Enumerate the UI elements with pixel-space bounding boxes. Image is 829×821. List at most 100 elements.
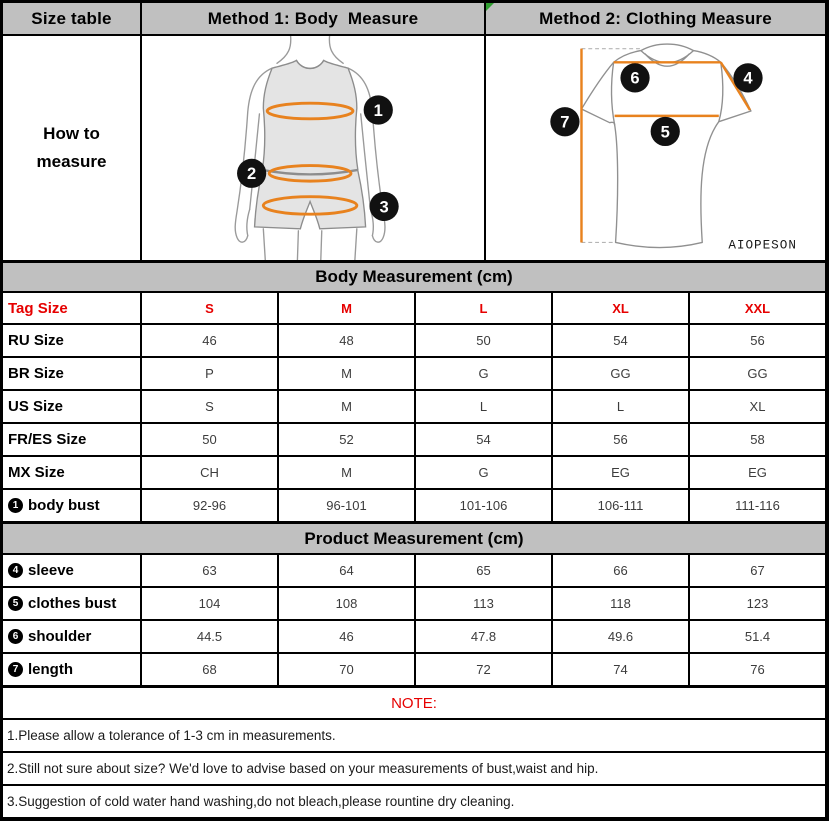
size-value-cell: 101-106 [414,490,551,521]
size-value-cell: EG [688,457,825,488]
size-value-cell: 58 [688,424,825,455]
size-value-cell: 49.6 [551,621,688,652]
row-label: FR/ES Size [8,431,87,448]
clothing-measure-illustration: 6 4 7 5 AIOPESON [484,36,825,260]
circled-1-badge: 1 [8,498,23,513]
svg-text:3: 3 [379,197,388,216]
body-measure-illustration: 1 2 3 [140,36,484,260]
size-table-header-cell: Size table [3,3,140,34]
size-value-cell: L [551,391,688,422]
green-corner-marker [486,3,494,11]
row-label: 7 length [3,654,140,685]
note-line-2: 2.Still not sure about size? We'd love t… [3,751,825,784]
size-value-cell: XL [688,391,825,422]
row-label: 5 clothes bust [3,588,140,619]
row-label: 6 shoulder [3,621,140,652]
size-value-cell: 123 [688,588,825,619]
size-value-cell: 66 [551,555,688,586]
svg-text:4: 4 [743,69,753,88]
circled-7-badge: 7 [8,662,23,677]
table-row-shoulder: 6 shoulder 44.5 46 47.8 49.6 51.4 [3,619,825,652]
size-s-header: S [140,293,277,323]
size-value-cell: P [140,358,277,389]
size-value-cell: S [140,391,277,422]
size-value-cell: EG [551,457,688,488]
table-row-clothes-bust: 5 clothes bust 104 108 113 118 123 [3,586,825,619]
method2-title: Method 2: Clothing Measure [539,8,772,28]
measure-point-2-badge: 2 [237,158,267,188]
size-value-cell: 47.8 [414,621,551,652]
row-label: US Size [8,398,64,415]
size-l-header: L [414,293,551,323]
size-value-cell: GG [551,358,688,389]
size-value-cell: 54 [551,325,688,356]
method1-header-cell: Method 1: Body Measure [140,3,484,34]
garment-measure-lines [580,48,752,243]
svg-text:5: 5 [661,122,670,141]
size-value-cell: 108 [277,588,414,619]
size-value-cell: 96-101 [277,490,414,521]
size-value-cell: 113 [414,588,551,619]
svg-text:2: 2 [247,164,256,183]
size-value-cell: M [277,457,414,488]
row-label: RU Size [8,332,64,349]
size-value-cell: 67 [688,555,825,586]
note-line-3: 3.Suggestion of cold water hand washing,… [3,784,825,817]
size-value-cell: 56 [688,325,825,356]
size-value-cell: 106-111 [551,490,688,521]
size-value-cell: GG [688,358,825,389]
size-value-cell: M [277,358,414,389]
brand-watermark: AIOPESON [728,237,797,252]
measure-point-1-badge: 1 [363,95,393,125]
size-xxl-header: XXL [688,293,825,323]
size-table-title: Size table [31,8,112,28]
table-row-body-bust: 1 body bust 92-96 96-101 101-106 106-111… [3,488,825,521]
table-row-sleeve: 4 sleeve 63 64 65 66 67 [3,553,825,586]
svg-text:7: 7 [560,113,569,132]
size-value-cell: 72 [414,654,551,685]
size-value-cell: G [414,358,551,389]
table-row-br-size: BR Size P M G GG GG [3,356,825,389]
measure-point-7-badge: 7 [550,107,580,137]
method2-header-cell: Method 2: Clothing Measure [484,3,825,34]
row-label: 4 sleeve [3,555,140,586]
measure-point-6-badge: 6 [620,63,650,93]
measure-point-3-badge: 3 [369,191,399,222]
table-row-ru-size: RU Size 46 48 50 54 56 [3,323,825,356]
size-value-cell: 44.5 [140,621,277,652]
table-row-fres-size: FR/ES Size 50 52 54 56 58 [3,422,825,455]
size-value-cell: 54 [414,424,551,455]
size-value-cell: 65 [414,555,551,586]
row-label-text: body bust [28,497,100,514]
row-label: BR Size [8,365,64,382]
measure-point-4-badge: 4 [733,63,763,93]
how-to-measure-label: How to measure [36,124,107,171]
product-measurement-header: Product Measurement (cm) [3,521,825,553]
row-label-text: clothes bust [28,595,117,612]
size-value-cell: 46 [140,325,277,356]
size-value-cell: L [414,391,551,422]
size-value-cell: 92-96 [140,490,277,521]
tshirt-graphic: 6 4 7 5 AIOPESON [550,43,797,252]
note-title: NOTE: [3,685,825,718]
size-value-cell: 111-116 [688,490,825,521]
size-value-cell: G [414,457,551,488]
size-value-cell: 52 [277,424,414,455]
size-xl-header: XL [551,293,688,323]
size-value-cell: 48 [277,325,414,356]
size-value-cell: 70 [277,654,414,685]
size-value-cell: CH [140,457,277,488]
size-value-cell: 56 [551,424,688,455]
size-value-cell: 118 [551,588,688,619]
svg-text:6: 6 [630,69,639,88]
how-to-measure-cell: How to measure [3,36,140,260]
row-label-text: sleeve [28,562,74,579]
tag-size-row: Tag Size S M L XL XXL [3,291,825,323]
row-label-text: length [28,661,73,678]
size-value-cell: 68 [140,654,277,685]
size-value-cell: 50 [140,424,277,455]
body-figure-graphic: 1 2 3 [234,36,399,260]
row-label-text: shoulder [28,628,92,645]
measure-point-5-badge: 5 [650,116,680,147]
